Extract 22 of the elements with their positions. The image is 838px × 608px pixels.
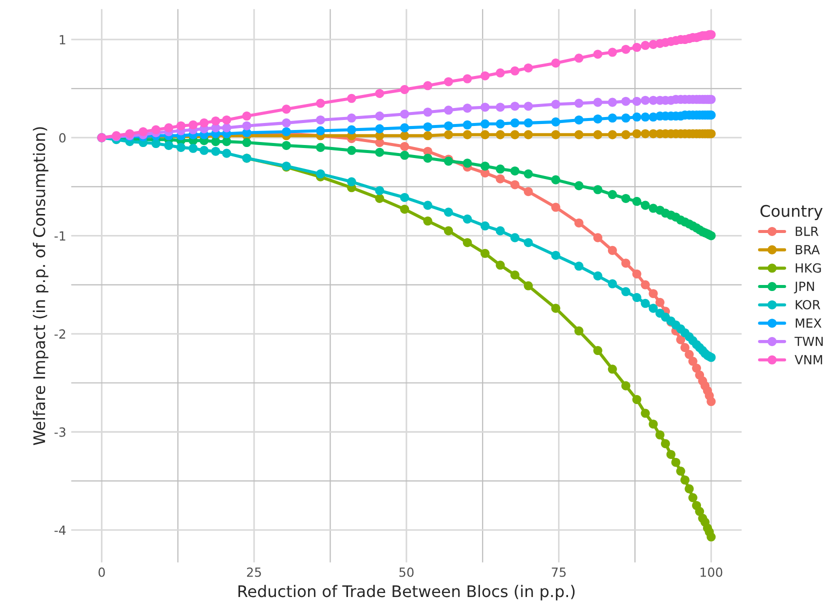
y-tick-label: -1 <box>54 231 66 240</box>
x-tick-label: 100 <box>700 567 722 577</box>
x-tick-label: 0 <box>98 567 105 577</box>
legend-label: HKG <box>796 263 821 273</box>
legend-label: TWN <box>794 336 823 346</box>
y-tick-label: -3 <box>54 427 66 437</box>
y-axis-title: Welfare Impact (in p.p. of Consumption) <box>32 127 48 446</box>
legend-title: Country <box>760 204 823 220</box>
legend-label: VNM <box>794 355 822 364</box>
x-tick-label: 25 <box>247 567 261 577</box>
legend-label: BLR <box>796 226 818 236</box>
x-axis-title: Reduction of Trade Between Blocs (in p.p.) <box>238 584 575 600</box>
legend-label: KOR <box>796 300 820 310</box>
y-tick-label: 1 <box>60 35 66 44</box>
y-tick-label: -2 <box>54 329 66 339</box>
y-tick-label: -4 <box>54 526 66 535</box>
x-tick-label: 75 <box>552 568 566 577</box>
x-tick-label: 50 <box>399 567 414 577</box>
y-tick-label: 0 <box>59 133 66 143</box>
legend-label: MEX <box>796 318 822 328</box>
legend-label: BRA <box>796 245 820 254</box>
legend-label: JPN <box>794 282 814 294</box>
